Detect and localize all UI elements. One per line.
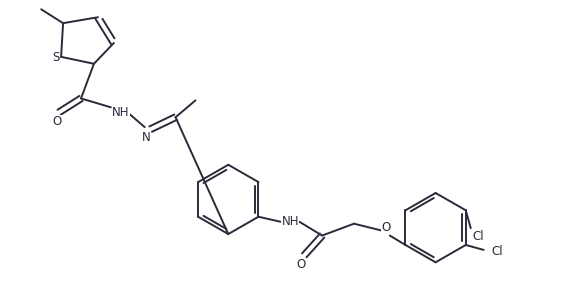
- Text: NH: NH: [281, 215, 299, 228]
- Text: O: O: [381, 221, 391, 234]
- Text: O: O: [53, 115, 62, 128]
- Text: O: O: [297, 258, 306, 271]
- Text: N: N: [142, 131, 151, 144]
- Text: S: S: [53, 51, 60, 64]
- Text: Cl: Cl: [492, 245, 503, 258]
- Text: NH: NH: [112, 106, 129, 119]
- Text: Cl: Cl: [473, 230, 484, 243]
